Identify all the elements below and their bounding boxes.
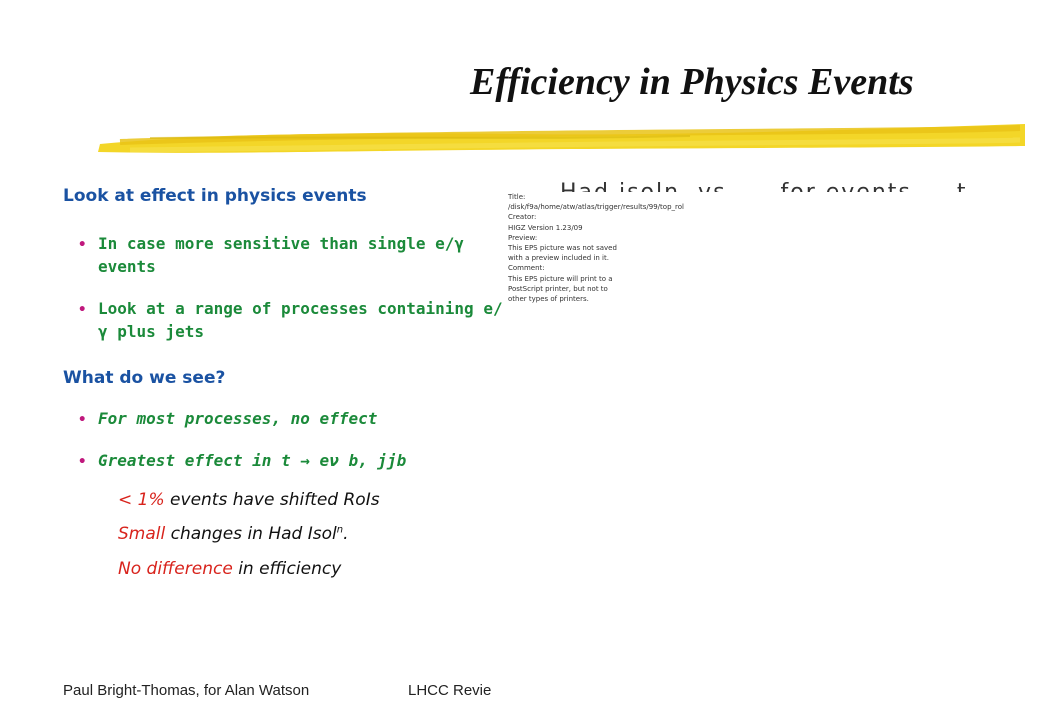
eps-line: /disk/f9a/home/atw/atlas/trigger/results…: [508, 203, 684, 212]
detail-had-isolation: Small changes in Had Isoln.: [118, 524, 349, 544]
detail-period: .: [343, 524, 349, 544]
bullet-marker-icon: •: [78, 237, 87, 253]
bullet-marker-icon: •: [78, 454, 87, 470]
eps-line: PostScript printer, but not to: [508, 284, 608, 293]
yellow-brush-underline: [98, 124, 1025, 153]
cropped-heading-text: Had isoln. vs. ... for events ... t: [560, 176, 1039, 192]
detail-text: events have shifted RoIs: [164, 490, 380, 510]
eps-preview-placeholder: Title: /disk/f9a/home/atw/atlas/trigger/…: [508, 192, 684, 304]
eps-line: This EPS picture will print to a: [508, 274, 613, 283]
superscript-n: n: [336, 524, 344, 536]
eps-line: other types of printers.: [508, 295, 589, 304]
detail-shifted-rois: < 1% events have shifted RoIs: [118, 490, 380, 510]
detail-text: changes in Had Isol: [165, 524, 337, 544]
eps-line: This EPS picture was not saved: [508, 244, 617, 253]
eps-line: Title:: [508, 193, 526, 201]
detail-text: in efficiency: [232, 559, 342, 579]
bullet-greatest-effect: Greatest effect in t → eν b, jjb: [98, 451, 407, 470]
bullet-marker-icon: •: [78, 302, 87, 318]
footer-meeting: LHCC Revie: [408, 682, 492, 699]
section-heading-physics-events: Look at effect in physics events: [63, 186, 367, 206]
detail-no-difference: No difference in efficiency: [118, 559, 341, 579]
detail-highlight-percent: 1%: [137, 490, 165, 510]
eps-line: Preview:: [508, 233, 538, 242]
bullet-process-range: Look at a range of processes containing …: [98, 299, 503, 341]
eps-line: Creator:: [508, 213, 537, 222]
section-heading-what-we-see: What do we see?: [63, 368, 226, 388]
eps-line: Comment:: [508, 264, 545, 273]
eps-line: with a preview included in it.: [508, 254, 609, 263]
bullet-sensitivity: In case more sensitive than single e/γ e…: [98, 234, 465, 276]
detail-highlight-small: Small: [118, 524, 166, 544]
slide-title: Efficiency in Physics Events: [470, 61, 914, 103]
footer-author: Paul Bright-Thomas, for Alan Watson: [63, 682, 310, 699]
eps-line: HIGZ Version 1.23/09: [508, 223, 583, 232]
less-than-symbol: <: [118, 490, 133, 510]
bullet-no-effect: For most processes, no effect: [98, 409, 378, 428]
bullet-marker-icon: •: [78, 412, 87, 428]
detail-highlight-no-difference: No difference: [118, 559, 233, 579]
